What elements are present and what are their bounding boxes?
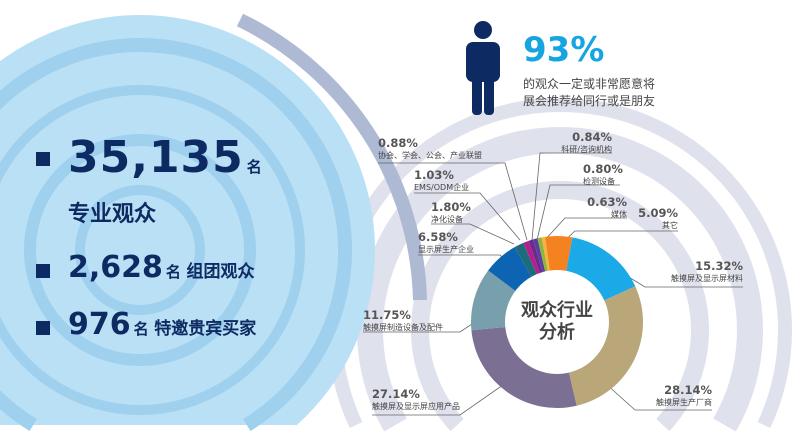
background-arc bbox=[0, 38, 352, 431]
stat-group-visitors: 2,628 名 组团观众 bbox=[68, 250, 255, 285]
background-arc bbox=[357, 127, 763, 432]
stat-visitors-value: 35,135 名 bbox=[68, 132, 263, 183]
stat-visitors-label: 专业观众 bbox=[68, 202, 157, 227]
recommend-percent: 93% bbox=[523, 30, 605, 70]
bullet-icon bbox=[36, 321, 50, 335]
label-testing: 0.80% 检测设备 bbox=[583, 162, 623, 187]
label-touch-maker: 28.14% 触摸屏生产厂商 bbox=[656, 383, 712, 408]
chart-title: 观众行业 分析 bbox=[521, 300, 593, 343]
bullet-icon bbox=[36, 152, 50, 166]
stat-vip-buyers: 976 名 特邀贵宾买家 bbox=[68, 307, 257, 342]
person-icon bbox=[466, 21, 500, 115]
label-association: 0.88% 协会、学会、公会、产业联盟 bbox=[378, 136, 482, 161]
background-arc bbox=[236, 13, 427, 301]
background-arc bbox=[0, 85, 306, 415]
bullet-icon bbox=[36, 264, 50, 278]
label-materials: 15.32% 触摸屏及显示屏材料 bbox=[671, 259, 743, 284]
label-other: 5.09% 其它 bbox=[638, 206, 678, 231]
background-arc bbox=[411, 181, 709, 432]
label-equipment: 11.75% 触摸屏制造设备及配件 bbox=[363, 308, 443, 333]
label-media: 0.63% 媒体 bbox=[587, 195, 627, 220]
recommend-text: 的观众一定或非常愿意将 展会推荐给同行或是朋友 bbox=[523, 77, 656, 108]
label-application: 27.14% 触摸屏及显示屏应用产品 bbox=[372, 387, 460, 412]
label-research: 0.84% 科研/咨询机构 bbox=[561, 130, 612, 155]
label-purification: 1.80% 净化设备 bbox=[431, 200, 471, 225]
label-ems-odm: 1.03% EMS/ODM企业 bbox=[414, 168, 470, 193]
background-arc bbox=[23, 134, 257, 366]
background-arc bbox=[74, 185, 206, 315]
label-display-maker: 6.58% 显示屏生产企业 bbox=[418, 230, 474, 255]
